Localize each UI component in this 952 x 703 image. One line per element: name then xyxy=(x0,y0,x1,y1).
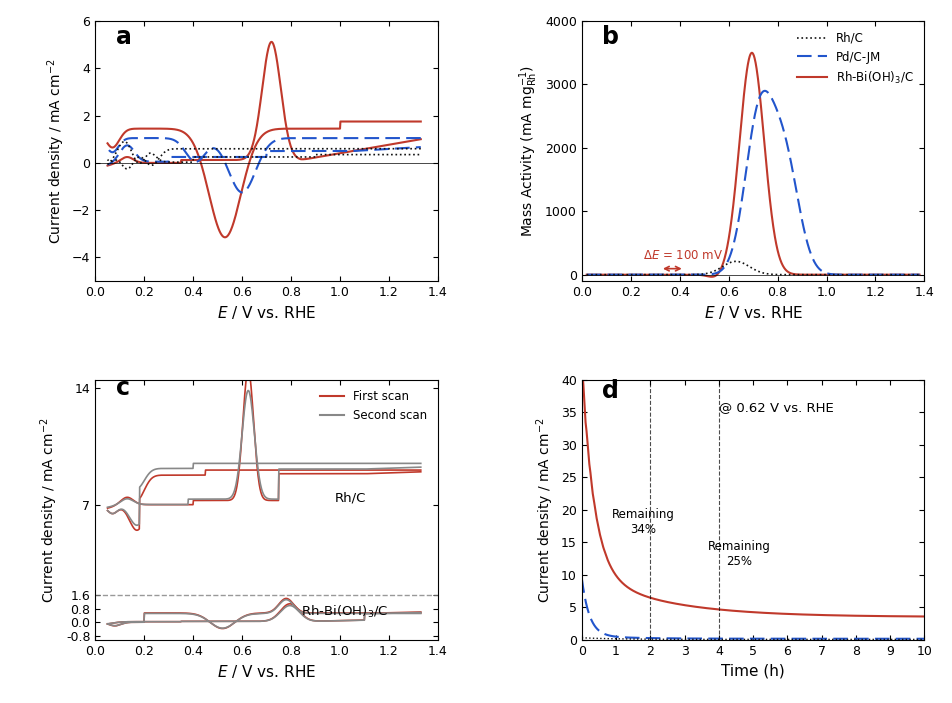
Text: d: d xyxy=(602,379,619,403)
Text: Rh-Bi(OH)$_3$/C: Rh-Bi(OH)$_3$/C xyxy=(301,605,387,621)
X-axis label: $E$ / V vs. RHE: $E$ / V vs. RHE xyxy=(703,304,802,321)
Y-axis label: Current density / mA cm$^{-2}$: Current density / mA cm$^{-2}$ xyxy=(39,417,60,602)
X-axis label: $E$ / V vs. RHE: $E$ / V vs. RHE xyxy=(217,663,316,680)
Text: c: c xyxy=(116,376,129,401)
Text: Remaining
25%: Remaining 25% xyxy=(707,540,770,568)
Text: Rh/C: Rh/C xyxy=(335,492,367,505)
Text: b: b xyxy=(602,25,619,49)
Y-axis label: Current density / mA cm$^{-2}$: Current density / mA cm$^{-2}$ xyxy=(45,58,67,244)
Y-axis label: Current density / mA cm$^{-2}$: Current density / mA cm$^{-2}$ xyxy=(533,417,555,602)
Legend: First scan, Second scan: First scan, Second scan xyxy=(315,386,431,427)
Text: a: a xyxy=(116,25,131,49)
Y-axis label: Mass Activity (mA mg$^{-1}_{\rm Rh}$): Mass Activity (mA mg$^{-1}_{\rm Rh}$) xyxy=(516,65,539,237)
Legend: Rh/C, Pd/C-JM, Rh-Bi(OH)$_3$/C: Rh/C, Pd/C-JM, Rh-Bi(OH)$_3$/C xyxy=(792,27,918,91)
X-axis label: $E$ / V vs. RHE: $E$ / V vs. RHE xyxy=(217,304,316,321)
X-axis label: Time (h): Time (h) xyxy=(721,663,784,678)
Text: @ 0.62 V vs. RHE: @ 0.62 V vs. RHE xyxy=(718,401,833,414)
Text: Remaining
34%: Remaining 34% xyxy=(611,508,674,536)
Text: $\Delta E$ = 100 mV: $\Delta E$ = 100 mV xyxy=(643,250,723,262)
